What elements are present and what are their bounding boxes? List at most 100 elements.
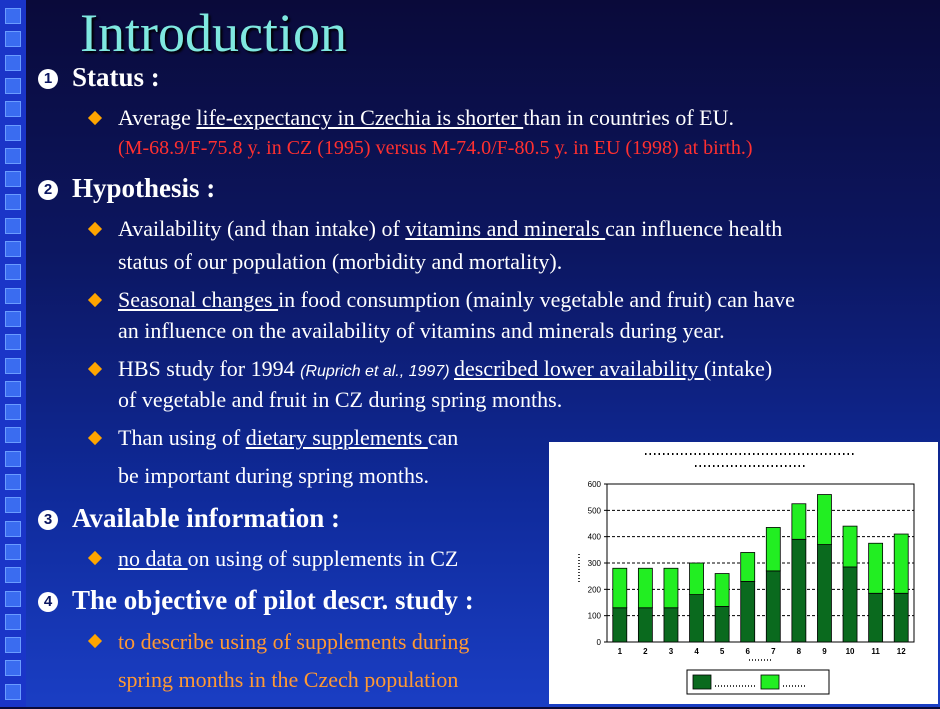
left-square-decoration (5, 450, 21, 467)
chart-panel: 0 100 200 300 400 500 600 1 2 3 4 5 6 7 8 9 10 11 12 (549, 442, 938, 704)
bar-series-1 (791, 538, 807, 643)
bar-series-2 (740, 552, 756, 582)
bar-series-1 (893, 592, 909, 643)
status-bullet: Average life-expectancy in Czechia is sh… (118, 105, 734, 130)
bullet-number-3: 3 (38, 510, 58, 530)
bullet-diamond-icon (87, 221, 103, 237)
y-tick-label: 100 (588, 612, 602, 621)
left-square-decoration (5, 380, 21, 397)
left-square-decoration (5, 427, 21, 444)
left-square-decoration (5, 310, 21, 327)
left-square-decoration (5, 31, 21, 48)
section-available-heading: 3 Available information : (38, 503, 340, 534)
objective-line-2: spring months in the Czech population (118, 667, 459, 692)
x-tick-label: 7 (771, 647, 776, 656)
y-tick-label: 400 (588, 533, 602, 542)
bar-series-2 (765, 527, 781, 572)
bar-series-1 (842, 566, 858, 643)
bullet-diamond-icon (87, 292, 103, 308)
y-tick-label: 500 (588, 506, 602, 515)
y-tick-label: 0 (597, 638, 602, 647)
left-square-decoration (5, 474, 21, 490)
x-tick-label: 3 (669, 647, 674, 656)
bar-series-1 (637, 607, 653, 643)
left-square-decoration (5, 241, 21, 257)
left-square-decoration (5, 264, 21, 281)
x-tick-label: 11 (871, 647, 880, 656)
section-hypothesis-heading: 2 Hypothesis : (38, 173, 215, 204)
objective-line-1: to describe using of supplements during (118, 629, 470, 654)
legend-swatch-series-2 (760, 674, 780, 690)
left-square-decoration (5, 287, 21, 304)
legend-swatch-series-1 (692, 674, 712, 690)
y-tick-label: 200 (588, 585, 602, 594)
left-decorative-strip (0, 0, 26, 707)
bar-series-2 (868, 542, 884, 594)
x-tick-label: 2 (643, 647, 648, 656)
bar-series-2 (637, 567, 653, 609)
bar-series-2 (689, 562, 704, 596)
y-tick-label: 600 (588, 480, 602, 489)
bar-series-1 (817, 544, 832, 643)
x-tick-label: 6 (745, 647, 750, 656)
left-square-decoration (5, 54, 21, 71)
left-square-decoration (5, 124, 21, 141)
bar-series-1 (714, 606, 730, 643)
left-square-decoration (5, 404, 21, 421)
hypothesis-bullet-2-cont: an influence on the availability of vita… (118, 318, 725, 343)
hypothesis-bullet-3-cont: of vegetable and fruit in CZ during spri… (118, 387, 563, 412)
left-square-decoration (5, 567, 21, 584)
left-square-decoration (5, 334, 21, 351)
bar-series-2 (612, 567, 628, 609)
bar-series-1 (663, 607, 679, 643)
left-square-decoration (5, 660, 21, 677)
status-stats: (M-68.9/F-75.8 y. in CZ (1995) versus M-… (118, 137, 753, 159)
bar-series-1 (868, 592, 884, 643)
hypothesis-bullet-1: Availability (and than intake) of vitami… (118, 216, 783, 241)
hypothesis-bullet-3: HBS study for 1994 (Ruprich et al., 1997… (118, 356, 773, 381)
x-tick-label: 5 (720, 647, 725, 656)
left-square-decoration (5, 590, 21, 607)
y-tick-label: 300 (588, 559, 602, 568)
slide-title: Introduction (80, 3, 347, 63)
bullet-diamond-icon (87, 361, 103, 377)
hypothesis-bullet-4: Than using of dietary supplements can (118, 425, 459, 450)
bullet-number-1: 1 (38, 69, 58, 89)
bar-series-1 (612, 607, 628, 643)
left-square-decoration (5, 217, 21, 234)
left-square-decoration (5, 147, 21, 164)
available-bullet: no data on using of supplements in CZ (118, 546, 459, 571)
left-square-decoration (5, 357, 21, 374)
bar-series-1 (740, 581, 756, 643)
x-tick-label: 4 (694, 647, 699, 656)
section-status-heading: 1 Status : (38, 62, 160, 93)
bar-series-2 (817, 494, 832, 545)
x-tick-label: 9 (822, 647, 827, 656)
x-tick-label: 10 (846, 647, 855, 656)
bullet-diamond-icon (87, 633, 103, 649)
left-square-decoration (5, 77, 21, 94)
bar-series-2 (714, 573, 730, 607)
hypothesis-bullet-2: Seasonal changes in food consumption (ma… (118, 287, 795, 312)
left-square-decoration (5, 194, 21, 211)
x-tick-label: 8 (797, 647, 802, 656)
hypothesis-bullet-1-cont: status of our population (morbidity and … (118, 249, 563, 274)
bullet-diamond-icon (87, 430, 103, 446)
left-square-decoration (5, 520, 21, 537)
left-square-decoration (5, 171, 21, 188)
left-square-decoration (5, 101, 21, 118)
left-square-decoration (5, 613, 21, 630)
left-square-decoration (5, 683, 21, 700)
bar-series-1 (765, 570, 781, 643)
section-objective-heading: 4 The objective of pilot descr. study : (38, 585, 474, 616)
bar-series-2 (842, 525, 858, 568)
bar-series-1 (689, 594, 704, 643)
left-square-decoration (5, 497, 21, 514)
left-square-decoration (5, 543, 21, 560)
bullet-diamond-icon (87, 110, 103, 126)
bullet-diamond-icon (87, 550, 103, 566)
bullet-number-2: 2 (38, 180, 58, 200)
left-square-decoration (5, 637, 21, 654)
bar-series-2 (663, 567, 679, 609)
